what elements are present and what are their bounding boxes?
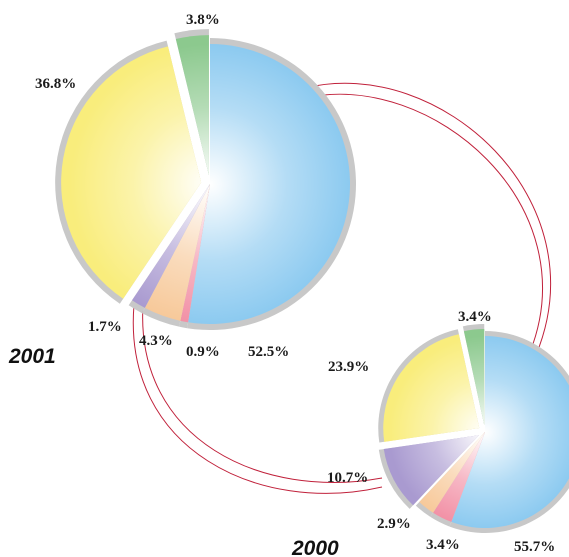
label-2001-36-8: 36.8% xyxy=(35,76,76,92)
pie-2000-slice-4-shine xyxy=(383,334,480,442)
pie-2001-slice-0-shine xyxy=(188,44,350,324)
pie-2000 xyxy=(378,324,569,533)
label-2001-3-8: 3.8% xyxy=(186,12,220,28)
label-2000-10-7: 10.7% xyxy=(327,470,368,486)
label-2001-4-3: 4.3% xyxy=(139,333,173,349)
connector-arc-left-outer xyxy=(132,304,383,494)
pie-2001-slice-4-shine xyxy=(61,46,202,299)
label-2000-3-4-pink: 3.4% xyxy=(426,537,460,553)
label-2000-55-7: 55.7% xyxy=(514,539,555,555)
pie-2001-slice-5-shine xyxy=(175,35,209,176)
pie-2000-slice-2-shine xyxy=(419,432,485,513)
data-labels: 52.5% 0.9% 4.3% 1.7% 36.8% 3.8% 2001 55.… xyxy=(8,12,555,557)
connector-arcs xyxy=(132,82,551,494)
pie-2001 xyxy=(55,29,357,330)
pie-2001-slice-2-shine xyxy=(144,184,210,321)
label-2000-23-9: 23.9% xyxy=(328,359,369,375)
year-label-2001: 2001 xyxy=(8,345,56,368)
label-2001-0-9: 0.9% xyxy=(186,344,220,360)
pie-2000-slice-0-shine xyxy=(451,336,569,528)
label-2001-1-7: 1.7% xyxy=(88,319,122,335)
pie-2000-slice-5-shine xyxy=(463,329,485,426)
connector-arc-left-inner xyxy=(142,304,383,483)
label-2000-3-4-green: 3.4% xyxy=(458,309,492,325)
pie-2001-slice-1-shine xyxy=(180,184,210,323)
connector-arc-right-inner xyxy=(304,93,543,353)
year-label-2000: 2000 xyxy=(291,537,339,557)
label-2001-52-5: 52.5% xyxy=(248,344,289,360)
pie-2000-slice-1-shine xyxy=(433,432,485,522)
pie-2001-slice-3-shine xyxy=(132,184,210,308)
pie-2000-slice-3-shine xyxy=(383,435,479,506)
label-2000-2-9: 2.9% xyxy=(377,516,411,532)
connector-arc-right-outer xyxy=(304,82,551,356)
